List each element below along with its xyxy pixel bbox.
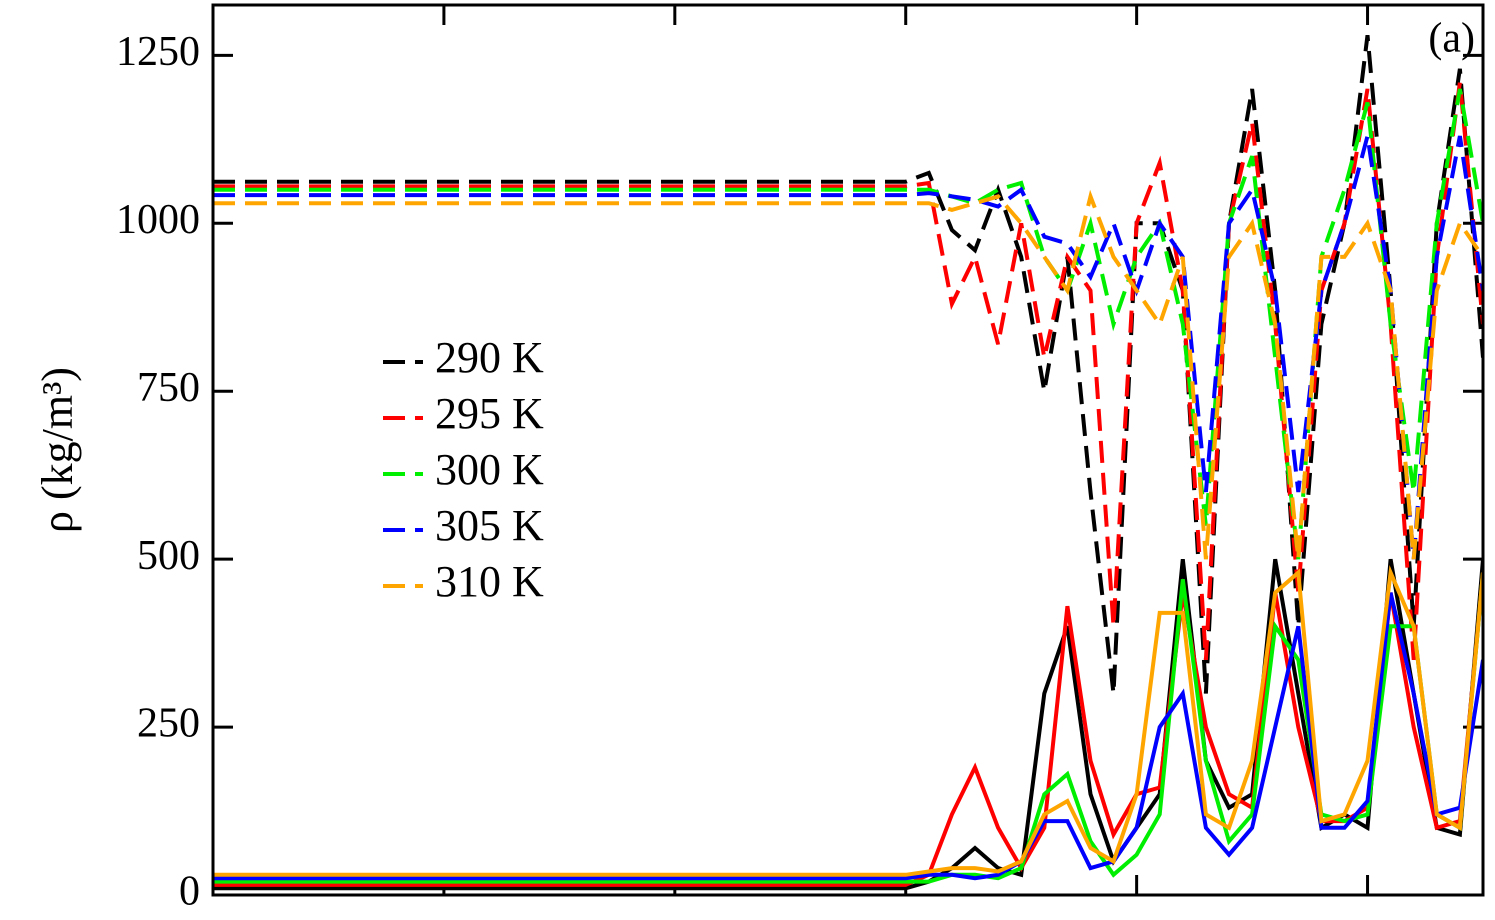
- legend-label: 310 K: [435, 557, 544, 606]
- solid-line: [213, 572, 1483, 884]
- y-tick-label: 0: [179, 869, 200, 915]
- dashed-line: [213, 135, 1483, 560]
- legend-label: 295 K: [435, 389, 544, 438]
- y-tick-label: 1250: [116, 29, 200, 75]
- dashed-line: [213, 34, 1483, 694]
- y-axis-label: ρ (kg/m³): [33, 367, 82, 533]
- solid-line: [213, 592, 1483, 881]
- legend-label: 305 K: [435, 501, 544, 550]
- solid-line: [213, 572, 1483, 887]
- dashed-line: [213, 189, 1483, 560]
- y-tick-label: 750: [137, 365, 200, 411]
- dashed-line: [213, 81, 1483, 661]
- y-tick-label: 1000: [116, 197, 200, 243]
- legend-label: 290 K: [435, 333, 544, 382]
- y-tick-label: 500: [137, 533, 200, 579]
- y-tick-label: 250: [137, 701, 200, 747]
- plot-frame: [211, 3, 1485, 897]
- legend-label: 300 K: [435, 445, 544, 494]
- solid-line: [213, 558, 1483, 891]
- solid-line: [213, 565, 1483, 877]
- dashed-line: [213, 88, 1483, 560]
